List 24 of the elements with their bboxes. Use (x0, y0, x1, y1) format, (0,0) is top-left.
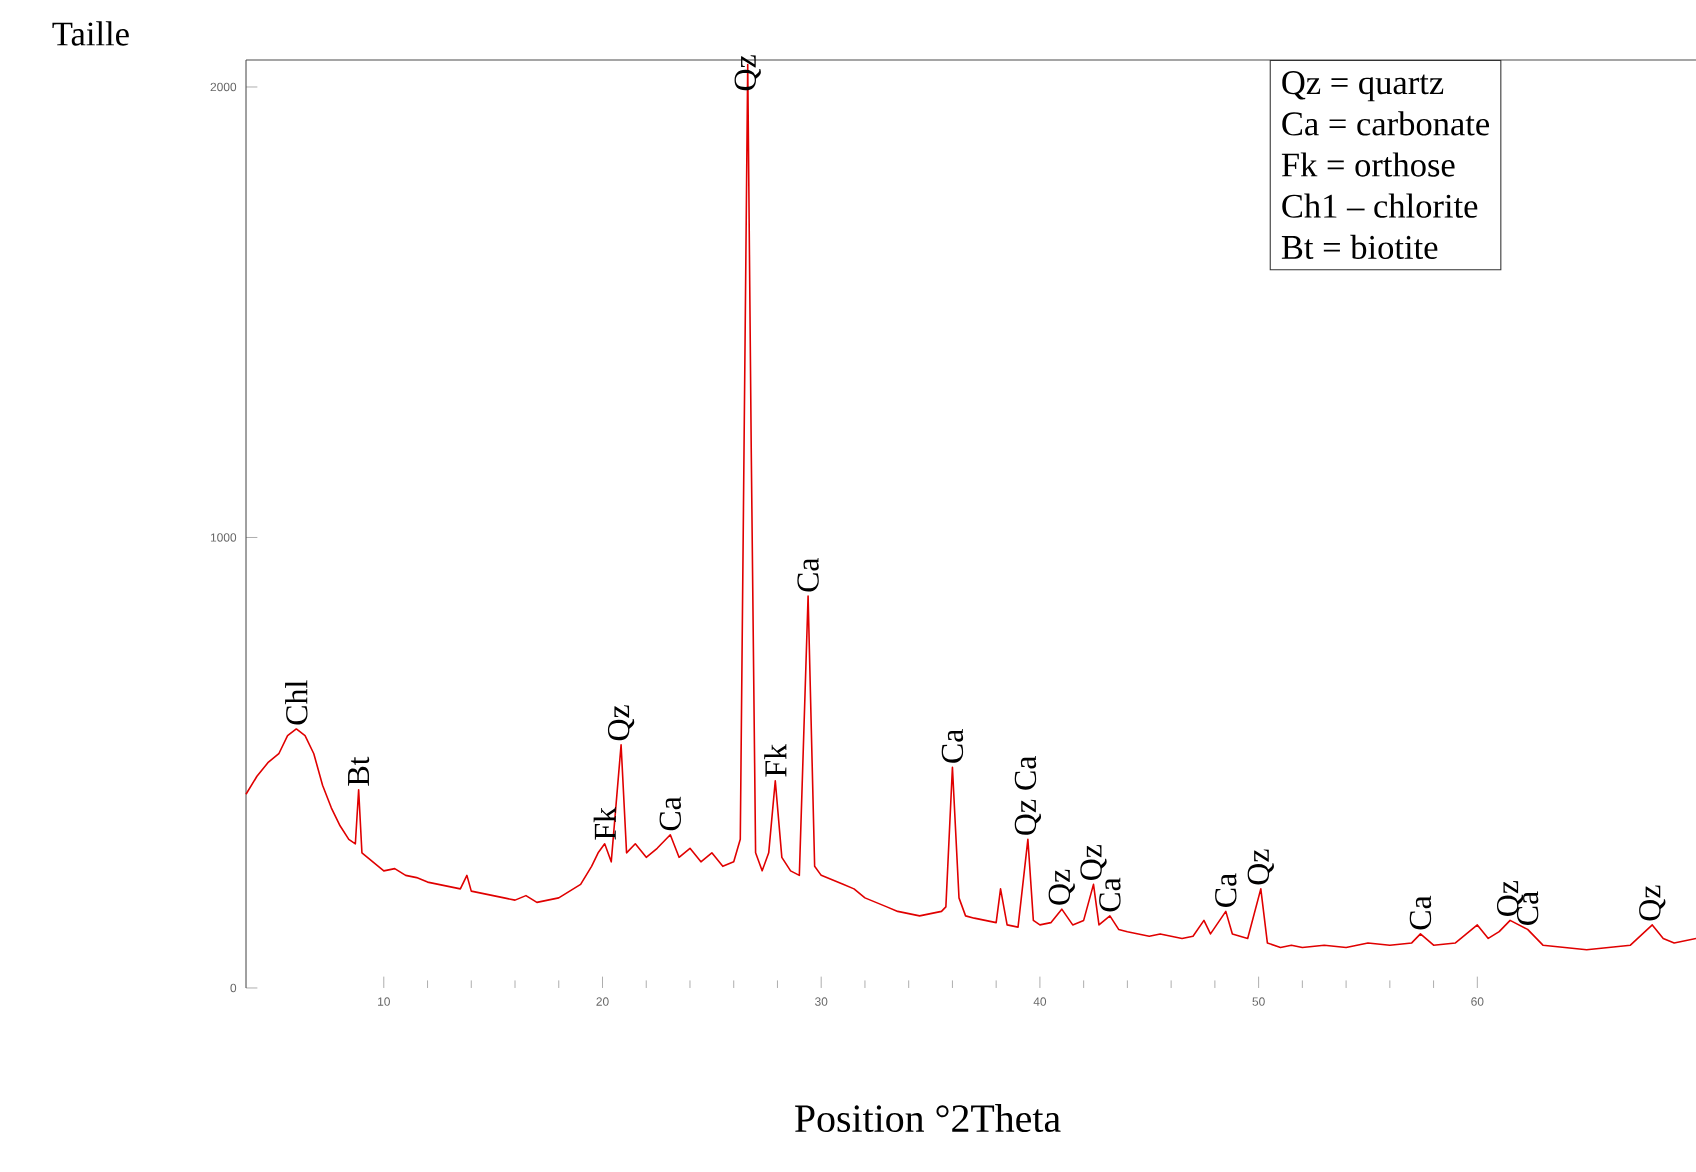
annotation: Ca (797, 557, 819, 592)
annotation: Qz (1247, 849, 1274, 885)
annotation: Ca (1099, 877, 1121, 912)
annotation: Fk (764, 743, 787, 777)
annotation: Bt = biotite (1281, 234, 1438, 260)
annotation: Ca (1215, 873, 1237, 907)
annotation: Bt (348, 756, 370, 786)
annotation: Qz (607, 705, 635, 741)
annotation: Fk (593, 806, 616, 840)
annotation: Ca (941, 729, 964, 763)
annotation: Qz (1639, 885, 1666, 921)
annotation: Qz (1080, 844, 1107, 880)
annotation: Qz Ca (1014, 756, 1042, 835)
x-axis-title: Position °2Theta (795, 1104, 1061, 1133)
annotation: Qz (734, 55, 761, 91)
annotation: Chl (285, 680, 308, 725)
annotation: Qz (1048, 869, 1075, 905)
annotation: Ca = carbonate (1282, 111, 1490, 136)
annotation: Ch1 – chlorite (1282, 193, 1478, 218)
annotation: Qz = quartz (1282, 71, 1444, 102)
annotation: Fk = orthose (1281, 152, 1455, 177)
y-axis-title: Taille (52, 21, 129, 46)
annotation: Ca (1409, 895, 1432, 930)
annotation: Ca (659, 796, 681, 831)
